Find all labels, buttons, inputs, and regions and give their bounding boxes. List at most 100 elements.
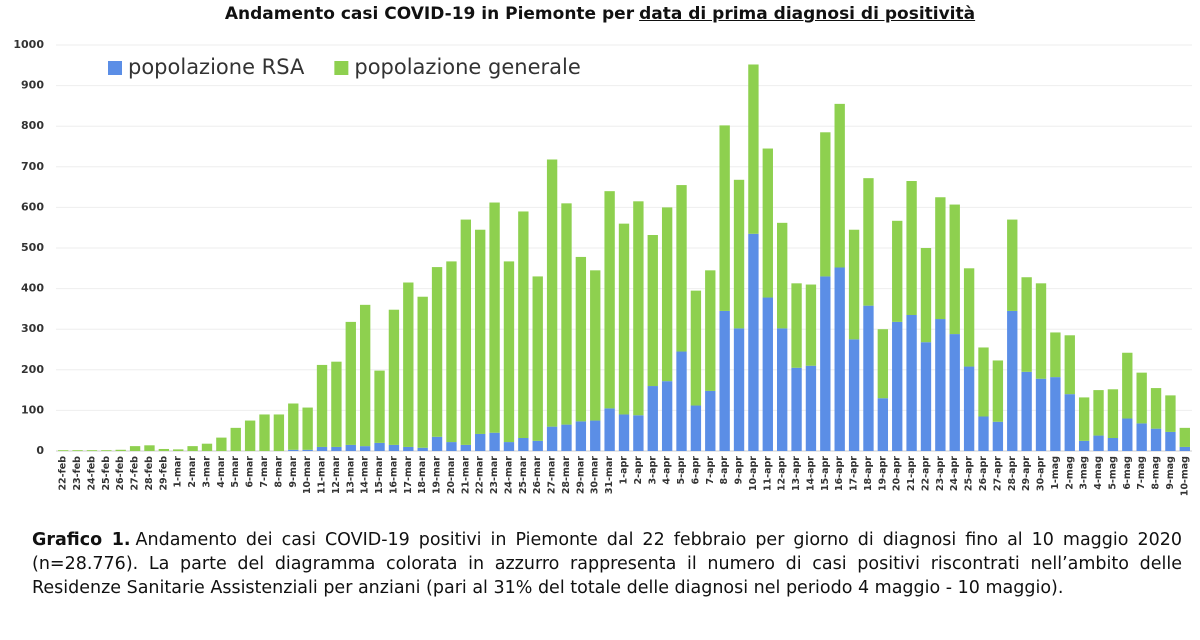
x-tick-label: 15-apr xyxy=(820,456,831,491)
bar-segment xyxy=(201,443,213,451)
x-tick-label: 6-apr xyxy=(690,456,701,485)
bar-segment xyxy=(446,261,457,443)
bar-segment xyxy=(187,446,198,451)
x-tick-label: 6-mar xyxy=(245,456,256,488)
bar-segment xyxy=(604,191,615,409)
bar-segment xyxy=(1150,428,1162,451)
x-tick-label: 24-mar xyxy=(503,456,514,494)
bar-segment xyxy=(992,360,1004,422)
x-tick-label: 3-apr xyxy=(647,456,658,485)
bar-segment xyxy=(288,449,299,451)
x-tick-label: 22-mar xyxy=(475,456,486,494)
x-tick-label: 2-mag xyxy=(1064,456,1075,490)
y-tick-label: 600 xyxy=(21,200,44,213)
bar-segment xyxy=(431,436,443,451)
bar-segment xyxy=(374,442,385,451)
bar-segment xyxy=(733,328,745,451)
bar-segment xyxy=(1122,418,1133,451)
chart-title: Andamento casi COVID-19 in Piemonte per d… xyxy=(0,4,1200,24)
bar-segment xyxy=(676,185,687,352)
bar-segment xyxy=(733,179,745,329)
bar-segment xyxy=(1165,395,1176,432)
x-tick-label: 3-mar xyxy=(201,456,212,488)
bar-segment xyxy=(963,268,975,367)
bar-segment xyxy=(475,433,486,451)
x-tick-label: 9-apr xyxy=(734,456,745,485)
bar-segment xyxy=(978,416,989,451)
x-tick-label: 26-feb xyxy=(115,456,126,491)
bar-segment xyxy=(561,203,572,425)
bar-segment xyxy=(216,437,227,451)
bar-segment xyxy=(417,296,428,448)
x-tick-label: 4-mar xyxy=(216,456,227,488)
x-tick-label: 11-apr xyxy=(762,456,773,491)
bar-segment xyxy=(820,132,831,277)
bar-segment xyxy=(1122,352,1133,419)
bar-segment xyxy=(1107,389,1119,439)
x-tick-label: 24-feb xyxy=(86,456,97,491)
x-tick-label: 28-apr xyxy=(1007,456,1018,491)
bar-segment xyxy=(503,261,515,443)
bar-segment xyxy=(144,445,155,451)
bar-segment xyxy=(1150,388,1162,429)
bar-segment xyxy=(1093,435,1104,451)
title-text: Andamento casi COVID-19 in Piemonte per xyxy=(224,4,635,24)
bar-segment xyxy=(978,347,989,417)
bar-segment xyxy=(460,219,471,445)
bar-segment xyxy=(906,181,917,315)
x-tick-label: 21-apr xyxy=(906,456,917,491)
bar-segment xyxy=(489,432,500,451)
x-tick-label: 22-apr xyxy=(920,456,931,491)
bar-segment xyxy=(719,125,730,311)
x-tick-label: 5-apr xyxy=(676,456,687,485)
x-tick-label: 14-mar xyxy=(360,456,371,494)
bar-segment xyxy=(446,442,457,451)
bar-segment xyxy=(892,321,903,451)
x-tick-label: 29-feb xyxy=(158,456,169,491)
bar-segment xyxy=(316,446,328,451)
bar-segment xyxy=(403,282,414,447)
x-tick-label: 26-mar xyxy=(532,456,543,494)
bar-segment xyxy=(877,398,889,451)
bar-segment xyxy=(661,381,673,451)
x-tick-label: 1-apr xyxy=(619,456,630,485)
bar-segment xyxy=(590,420,601,451)
y-tick-label: 900 xyxy=(21,79,44,92)
bar-segment xyxy=(1179,446,1190,451)
bar-segment xyxy=(892,220,903,322)
bar-segment xyxy=(316,364,328,447)
bar-segment xyxy=(661,207,673,382)
caption: Grafico 1. Andamento dei casi COVID-19 po… xyxy=(32,528,1182,600)
bar-segment xyxy=(1050,332,1061,378)
bar-segment xyxy=(1179,427,1190,447)
bar-segment xyxy=(244,420,256,451)
bar-segment xyxy=(288,403,299,450)
bar-segment xyxy=(633,415,644,451)
x-tick-label: 10-mar xyxy=(302,456,313,494)
bar-segment xyxy=(230,427,241,451)
bar-segment xyxy=(820,276,831,451)
bar-segment xyxy=(72,450,83,451)
x-tick-label: 2-mar xyxy=(187,456,198,488)
bar-segment xyxy=(1050,377,1061,451)
caption-text: Andamento dei casi COVID-19 positivi in … xyxy=(32,530,1183,598)
bar-segment xyxy=(1021,277,1032,372)
bar-segment xyxy=(546,426,558,451)
bar-segment xyxy=(647,235,658,387)
bar-segment xyxy=(1107,438,1119,451)
bar-segment xyxy=(345,321,356,445)
x-tick-label: 30-apr xyxy=(1036,456,1047,491)
x-tick-label: 18-apr xyxy=(863,456,874,491)
x-tick-label: 8-mar xyxy=(273,456,284,488)
bar-segment xyxy=(935,319,946,451)
x-tick-label: 17-mar xyxy=(403,456,414,494)
bar-segment xyxy=(374,370,385,443)
bar-segment xyxy=(920,248,932,343)
x-tick-label: 17-apr xyxy=(849,456,860,491)
caption-label: Grafico 1. xyxy=(32,530,131,550)
bar-segment xyxy=(633,201,644,416)
bar-segment xyxy=(1165,431,1176,451)
bar-segment xyxy=(719,310,730,451)
